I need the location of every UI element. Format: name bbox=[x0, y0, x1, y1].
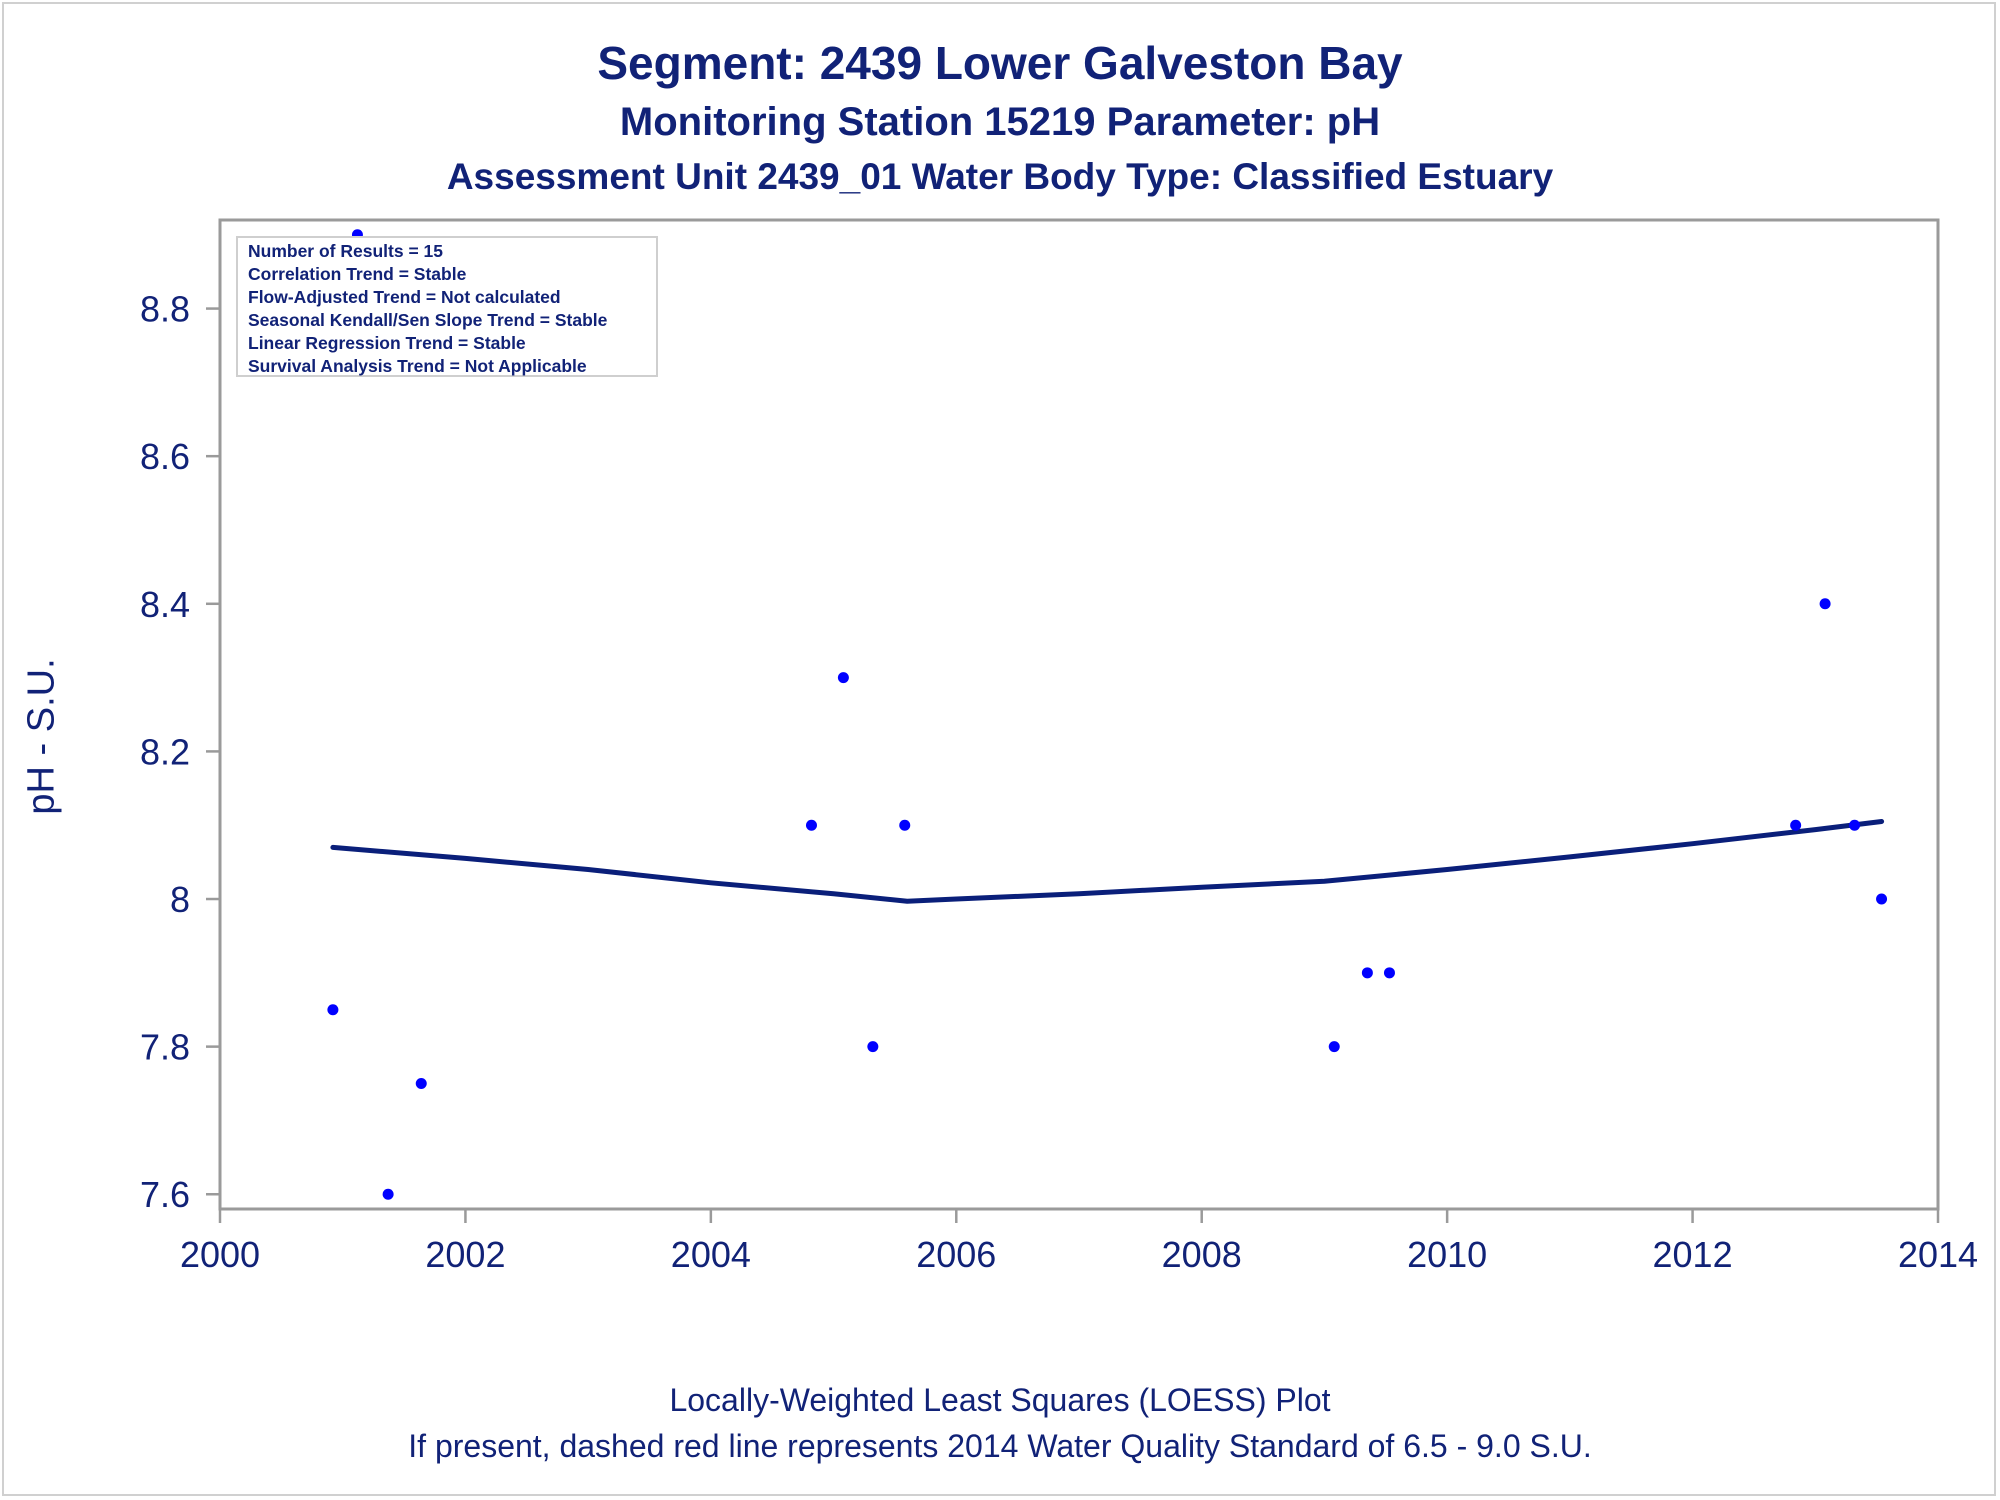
x-tick-label: 2010 bbox=[1407, 1234, 1487, 1275]
stat-line: Number of Results = 15 bbox=[248, 241, 443, 261]
y-tick-label: 7.6 bbox=[140, 1174, 190, 1215]
data-point bbox=[1328, 1041, 1340, 1053]
data-point bbox=[837, 672, 849, 684]
data-point bbox=[1383, 967, 1395, 979]
data-point bbox=[1361, 967, 1373, 979]
x-tick-label: 2000 bbox=[180, 1234, 260, 1275]
data-point bbox=[867, 1041, 879, 1053]
footnote-standard: If present, dashed red line represents 2… bbox=[408, 1428, 1592, 1464]
x-tick-label: 2006 bbox=[916, 1234, 996, 1275]
data-point bbox=[327, 1004, 339, 1016]
data-point bbox=[1790, 819, 1802, 831]
x-tick-label: 2002 bbox=[425, 1234, 505, 1275]
x-tick-label: 2014 bbox=[1898, 1234, 1978, 1275]
y-tick-label: 8.2 bbox=[140, 731, 190, 772]
x-tick-label: 2008 bbox=[1162, 1234, 1242, 1275]
loess-line bbox=[330, 819, 1885, 904]
stat-line: Seasonal Kendall/Sen Slope Trend = Stabl… bbox=[248, 310, 608, 330]
chart-subtitle-2: Assessment Unit 2439_01 Water Body Type:… bbox=[446, 156, 1554, 197]
data-point bbox=[1876, 893, 1888, 905]
data-point bbox=[415, 1078, 427, 1090]
y-tick-label: 8.4 bbox=[140, 584, 190, 625]
y-tick-label: 8.8 bbox=[140, 289, 190, 330]
stat-line: Correlation Trend = Stable bbox=[248, 264, 467, 284]
y-tick-label: 8 bbox=[170, 879, 190, 920]
x-tick-label: 2012 bbox=[1653, 1234, 1733, 1275]
data-point bbox=[899, 819, 911, 831]
chart-subtitle: Monitoring Station 15219 Parameter: pH bbox=[619, 100, 1381, 144]
stat-line: Linear Regression Trend = Stable bbox=[248, 333, 526, 353]
stat-line: Flow-Adjusted Trend = Not calculated bbox=[248, 287, 561, 307]
chart-title: Segment: 2439 Lower Galveston Bay bbox=[597, 37, 1403, 89]
footnote-loess: Locally-Weighted Least Squares (LOESS) P… bbox=[669, 1382, 1331, 1418]
y-tick-label: 8.6 bbox=[140, 436, 190, 477]
x-tick-label: 2004 bbox=[671, 1234, 751, 1275]
stat-line: Survival Analysis Trend = Not Applicable bbox=[248, 356, 587, 376]
data-point bbox=[1849, 819, 1861, 831]
data-point bbox=[805, 819, 817, 831]
trend-stats-box: Number of Results = 15 Correlation Trend … bbox=[236, 236, 658, 377]
data-point bbox=[382, 1188, 394, 1200]
plot-area-border bbox=[218, 218, 1940, 1211]
data-point bbox=[1819, 598, 1831, 610]
y-tick-label: 7.8 bbox=[140, 1027, 190, 1068]
